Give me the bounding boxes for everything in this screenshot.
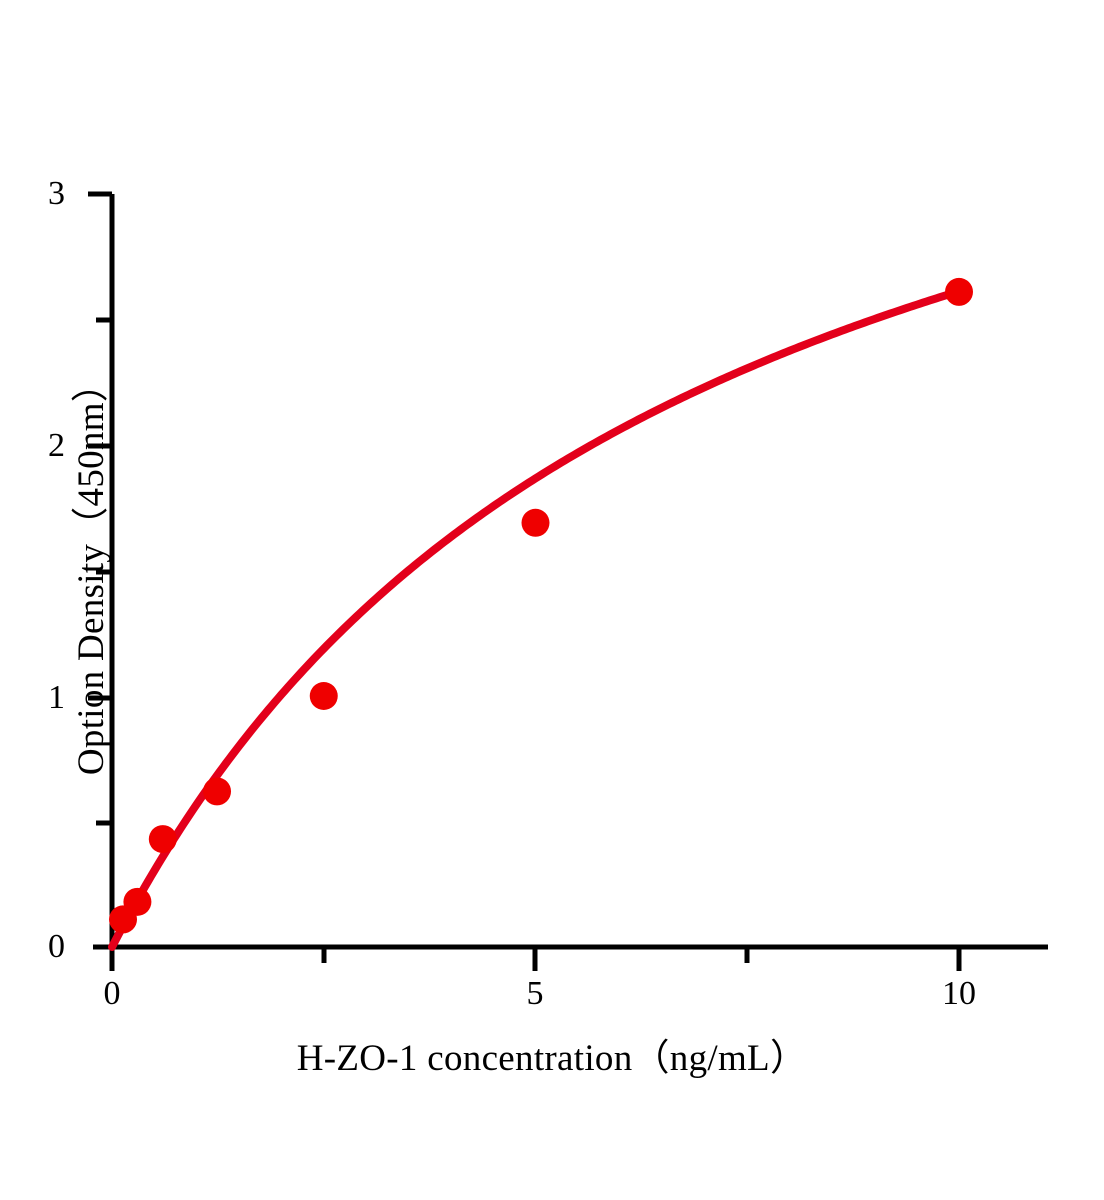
x-axis-label: H-ZO-1 concentration（ng/mL） (296, 1038, 808, 1079)
data-point (148, 825, 177, 854)
x-tick-label-10: 10 (942, 975, 976, 1012)
y-tick-label-0: 0 (48, 928, 65, 965)
y-tick-label-1: 1 (48, 679, 65, 716)
data-point (521, 508, 550, 537)
y-tick-label-3: 3 (48, 175, 65, 212)
data-point-markers (109, 277, 973, 934)
y-tick-label-2: 2 (48, 427, 65, 464)
data-point (123, 887, 152, 916)
data-point (203, 777, 232, 806)
y-axis-ticks (88, 191, 112, 826)
data-curve (108, 287, 963, 951)
y-axis-label-wrap: Option Density（450nm） (0, 0, 112, 1200)
y-axis-label: Option Density（450nm） (71, 364, 112, 776)
x-axis-ticks (109, 947, 962, 971)
x-tick-label-5: 5 (526, 975, 544, 1012)
x-tick-label-0: 0 (103, 975, 121, 1012)
data-point (945, 277, 973, 306)
data-point (309, 682, 338, 710)
